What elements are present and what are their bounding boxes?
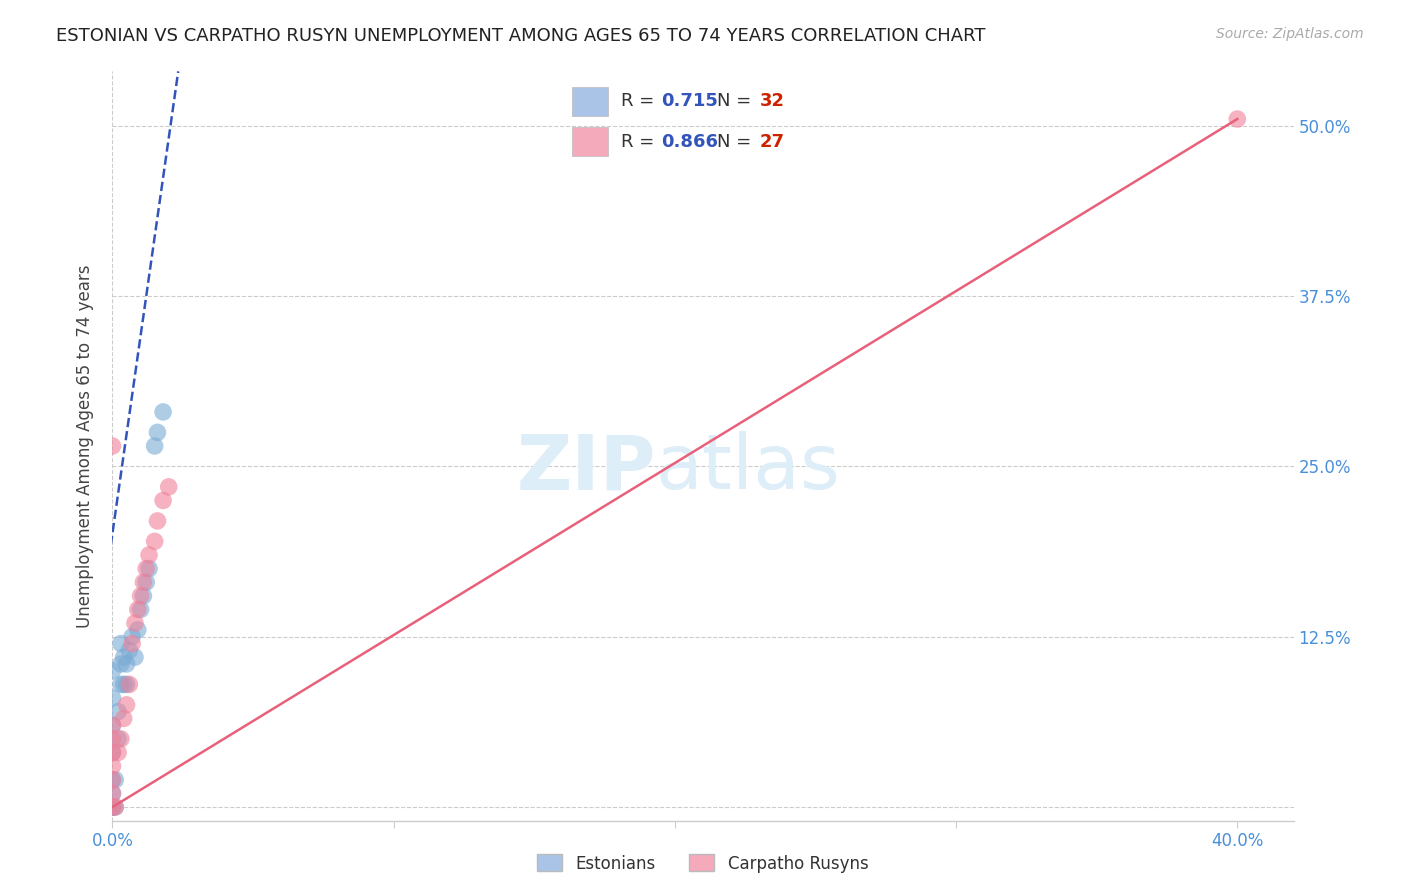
Point	[101, 746, 124, 760]
Y-axis label: Unemployment Among Ages 65 to 74 years: Unemployment Among Ages 65 to 74 years	[76, 264, 94, 628]
Point	[101, 439, 124, 453]
Point	[143, 439, 166, 453]
Point	[101, 772, 124, 787]
Text: ESTONIAN VS CARPATHO RUSYN UNEMPLOYMENT AMONG AGES 65 TO 74 YEARS CORRELATION CH: ESTONIAN VS CARPATHO RUSYN UNEMPLOYMENT …	[56, 27, 986, 45]
Point	[138, 561, 160, 575]
Point	[101, 786, 124, 800]
Point	[115, 657, 138, 671]
Point	[101, 759, 124, 773]
Point	[104, 800, 127, 814]
Point	[110, 677, 132, 691]
Point	[143, 534, 166, 549]
Point	[104, 772, 127, 787]
Point	[101, 800, 124, 814]
Point	[101, 800, 124, 814]
Legend: Estonians, Carpatho Rusyns: Estonians, Carpatho Rusyns	[531, 847, 875, 880]
Point	[101, 786, 124, 800]
Point	[132, 575, 155, 590]
Point	[135, 561, 157, 575]
Text: ZIP: ZIP	[516, 432, 655, 506]
Point	[129, 602, 152, 616]
Point	[101, 718, 124, 732]
Point	[115, 677, 138, 691]
Point	[110, 657, 132, 671]
Point	[107, 705, 129, 719]
Point	[101, 800, 124, 814]
Point	[101, 718, 124, 732]
Point	[101, 800, 124, 814]
Point	[101, 772, 124, 787]
Point	[1226, 112, 1249, 126]
Point	[101, 746, 124, 760]
Point	[104, 800, 127, 814]
Point	[135, 575, 157, 590]
Point	[124, 616, 146, 631]
Point	[152, 405, 174, 419]
Point	[118, 677, 141, 691]
Point	[146, 514, 169, 528]
Point	[107, 731, 129, 746]
Point	[110, 731, 132, 746]
Point	[138, 548, 160, 562]
Point	[101, 800, 124, 814]
Point	[157, 480, 180, 494]
Point	[101, 691, 124, 706]
Point	[152, 493, 174, 508]
Text: Source: ZipAtlas.com: Source: ZipAtlas.com	[1216, 27, 1364, 41]
Point	[101, 731, 124, 746]
Text: atlas: atlas	[655, 432, 841, 506]
Point	[110, 636, 132, 650]
Point	[121, 636, 143, 650]
Point	[124, 650, 146, 665]
Point	[112, 650, 135, 665]
Point	[146, 425, 169, 440]
Point	[129, 589, 152, 603]
Point	[118, 643, 141, 657]
Point	[112, 677, 135, 691]
Point	[121, 630, 143, 644]
Point	[132, 589, 155, 603]
Point	[115, 698, 138, 712]
Point	[101, 664, 124, 678]
Point	[107, 746, 129, 760]
Point	[127, 623, 149, 637]
Point	[112, 711, 135, 725]
Point	[127, 602, 149, 616]
